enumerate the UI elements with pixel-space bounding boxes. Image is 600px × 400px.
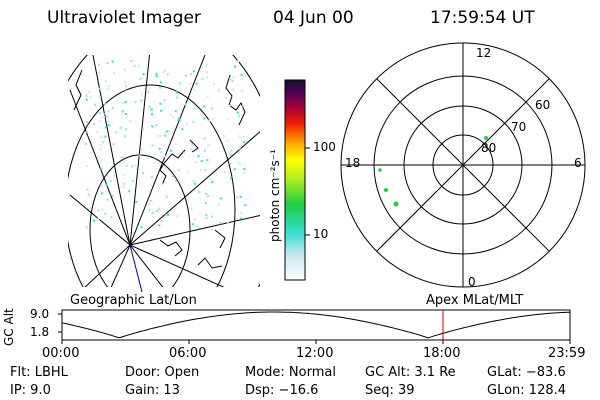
dsp-info: Dsp: −16.6 <box>245 383 319 398</box>
alt-tick-9: 9.0 <box>30 307 50 321</box>
time-tick-1200: 12:00 <box>296 346 334 361</box>
ip-info: IP: 9.0 <box>10 383 51 398</box>
door-info: Door: Open <box>125 365 200 380</box>
colorbar-tick-100: 100 <box>313 140 336 154</box>
geographic-panel-title: Geographic Lat/Lon <box>70 293 197 308</box>
mlat-label-80: 80 <box>481 141 497 155</box>
gc-alt-info: GC Alt: 3.1 Re <box>365 365 456 380</box>
glat-info: GLat: −83.6 <box>487 365 566 380</box>
mode-info: Mode: Normal <box>245 365 336 380</box>
mlt-label-0: 0 <box>468 275 476 289</box>
apex-panel-title: Apex MLat/MLT <box>426 293 524 308</box>
mlt-label-12: 12 <box>476 46 492 60</box>
time-tick-2359: 23:59 <box>548 346 586 361</box>
polar-emission-spots <box>378 136 488 207</box>
filter-info: Flt: LBHL <box>10 365 68 380</box>
time-tick-0000: 00:00 <box>42 346 80 361</box>
altitude-curve <box>61 311 571 339</box>
instrument-title: Ultraviolet Imager <box>47 8 201 28</box>
gc-alt-axis-label: GC Alt <box>2 308 16 346</box>
alt-tick-1-8: 1.8 <box>30 325 50 339</box>
time-tick-0600: 06:00 <box>169 346 207 361</box>
glon-info: GLon: 128.4 <box>487 383 567 398</box>
mlt-label-6: 6 <box>574 156 582 170</box>
mlat-label-60: 60 <box>535 98 551 112</box>
mlat-label-70: 70 <box>511 120 527 134</box>
gain-info: Gain: 13 <box>125 383 180 398</box>
colorbar-tick-10: 10 <box>313 227 329 241</box>
mlt-label-18: 18 <box>345 156 361 170</box>
seq-info: Seq: 39 <box>365 383 415 398</box>
date-label: 04 Jun 00 <box>273 8 354 28</box>
time-label: 17:59:54 UT <box>430 8 535 28</box>
auroral-emission-spots <box>85 60 247 231</box>
time-tick-1800: 18:00 <box>423 346 461 361</box>
